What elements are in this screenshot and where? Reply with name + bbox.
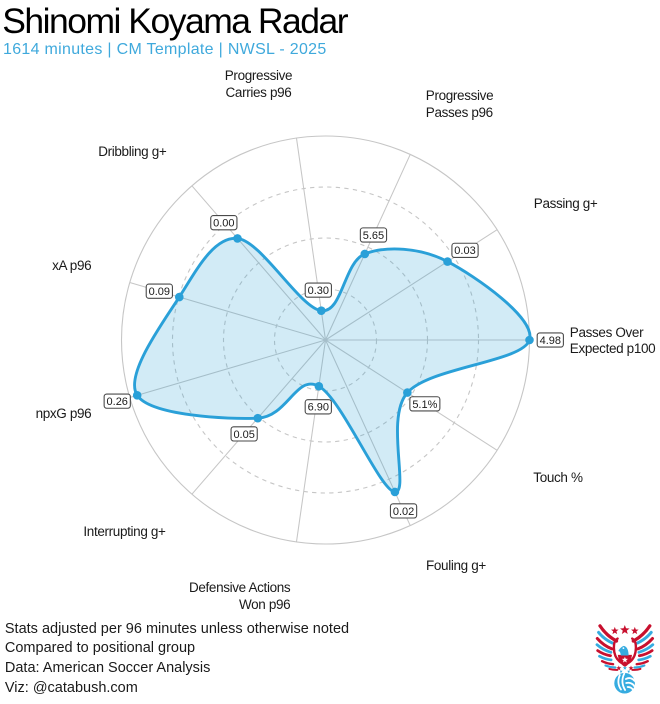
svg-text:5.65: 5.65 [363,230,384,242]
svg-text:0.00: 0.00 [213,218,234,230]
svg-text:0.05: 0.05 [233,429,254,441]
svg-text:0.30: 0.30 [308,285,329,297]
svg-text:0.03: 0.03 [454,245,475,257]
svg-text:0.09: 0.09 [149,286,170,298]
svg-text:4.98: 4.98 [540,335,561,347]
svg-text:5.1%: 5.1% [412,399,437,411]
svg-text:0.02: 0.02 [393,506,414,518]
svg-text:6.90: 6.90 [308,402,329,414]
svg-text:0.26: 0.26 [107,396,128,408]
